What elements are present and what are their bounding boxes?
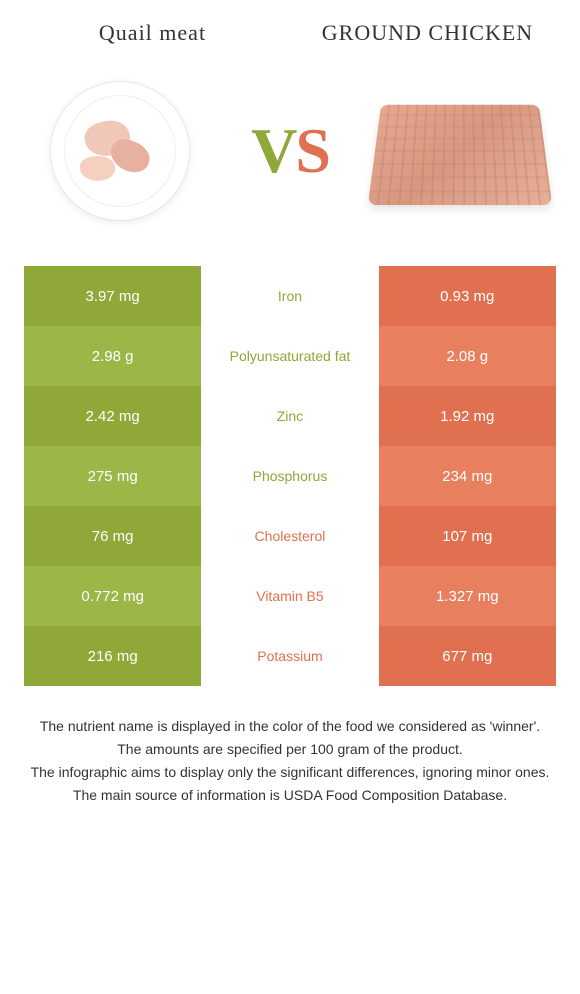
nutrient-name: Zinc xyxy=(201,386,378,446)
nutrient-value-right: 1.327 mg xyxy=(379,566,556,626)
nutrient-row: 3.97 mgIron0.93 mg xyxy=(24,266,556,326)
nutrient-name: Vitamin B5 xyxy=(201,566,378,626)
nutrient-value-left: 3.97 mg xyxy=(24,266,201,326)
nutrient-value-left: 216 mg xyxy=(24,626,201,686)
title-row: Quail meat GROUND CHICKEN xyxy=(20,20,560,46)
nutrient-value-right: 107 mg xyxy=(379,506,556,566)
nutrient-value-left: 76 mg xyxy=(24,506,201,566)
nutrient-value-left: 0.772 mg xyxy=(24,566,201,626)
quail-meat-image xyxy=(30,76,210,226)
nutrient-row: 2.98 gPolyunsaturated fat2.08 g xyxy=(24,326,556,386)
nutrient-value-right: 0.93 mg xyxy=(379,266,556,326)
nutrient-value-left: 2.98 g xyxy=(24,326,201,386)
nutrient-row: 275 mgPhosphorus234 mg xyxy=(24,446,556,506)
footer-line-2: The amounts are specified per 100 gram o… xyxy=(30,739,550,760)
comparison-images-row: VS xyxy=(20,76,560,226)
nutrient-name: Iron xyxy=(201,266,378,326)
nutrient-row: 76 mgCholesterol107 mg xyxy=(24,506,556,566)
nutrient-name: Cholesterol xyxy=(201,506,378,566)
nutrient-value-right: 1.92 mg xyxy=(379,386,556,446)
food-title-left: Quail meat xyxy=(40,20,265,46)
nutrient-value-left: 2.42 mg xyxy=(24,386,201,446)
nutrient-row: 2.42 mgZinc1.92 mg xyxy=(24,386,556,446)
vs-label: VS xyxy=(251,114,329,188)
nutrient-value-right: 2.08 g xyxy=(379,326,556,386)
nutrient-name: Phosphorus xyxy=(201,446,378,506)
footer-notes: The nutrient name is displayed in the co… xyxy=(20,716,560,806)
nutrient-name: Polyunsaturated fat xyxy=(201,326,378,386)
footer-line-1: The nutrient name is displayed in the co… xyxy=(30,716,550,737)
nutrient-row: 0.772 mgVitamin B51.327 mg xyxy=(24,566,556,626)
nutrient-value-right: 677 mg xyxy=(379,626,556,686)
nutrient-name: Potassium xyxy=(201,626,378,686)
nutrient-row: 216 mgPotassium677 mg xyxy=(24,626,556,686)
food-title-right: GROUND CHICKEN xyxy=(315,20,540,46)
footer-line-4: The main source of information is USDA F… xyxy=(30,785,550,806)
ground-chicken-image xyxy=(370,76,550,226)
nutrient-value-left: 275 mg xyxy=(24,446,201,506)
nutrient-comparison-table: 3.97 mgIron0.93 mg2.98 gPolyunsaturated … xyxy=(24,266,556,686)
nutrient-value-right: 234 mg xyxy=(379,446,556,506)
footer-line-3: The infographic aims to display only the… xyxy=(30,762,550,783)
